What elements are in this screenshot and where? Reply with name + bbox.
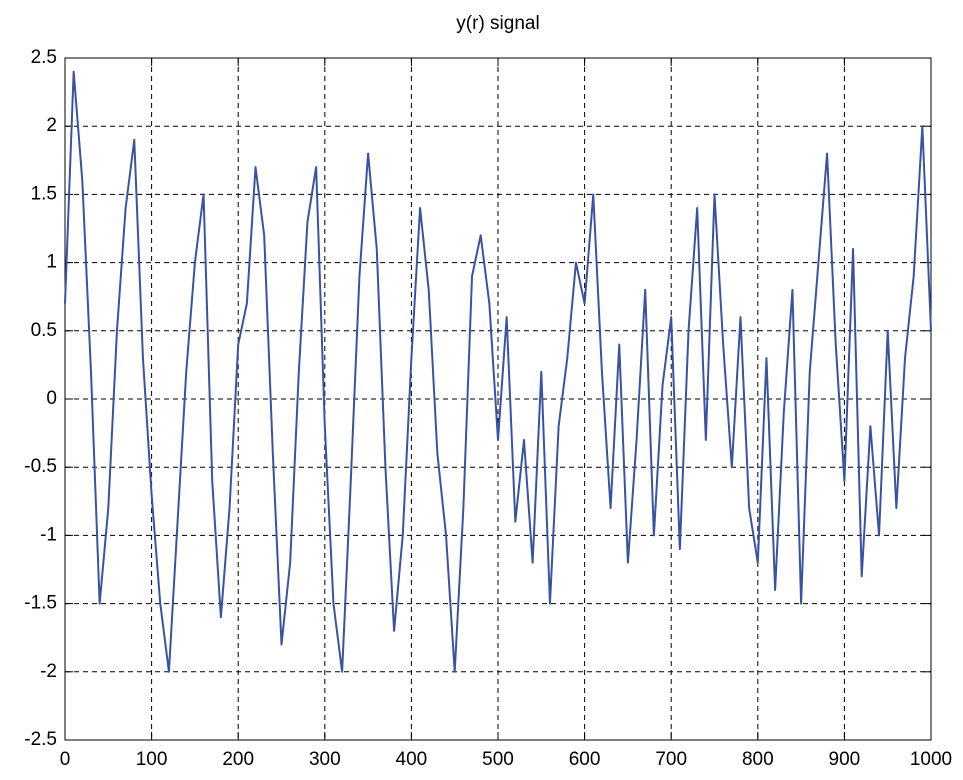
y-tick-label: 2.5: [31, 47, 57, 68]
x-tick-label: 500: [482, 749, 514, 770]
x-tick-label: 900: [829, 749, 861, 770]
y-tick-label: -1.5: [24, 593, 57, 614]
chart-title: y(r) signal: [456, 13, 539, 34]
y-tick-label: -2.5: [24, 729, 57, 750]
y-tick-label: -1: [40, 524, 57, 545]
x-tick-label: 600: [569, 749, 601, 770]
signal-line: [64, 70, 932, 673]
y-tick-label: 1.5: [31, 183, 57, 204]
y-tick-label: 1: [46, 252, 57, 273]
y-tick-label: 0.5: [31, 320, 57, 341]
x-tick-label: 100: [136, 749, 168, 770]
plot-frame: [64, 57, 932, 741]
x-tick-label: 800: [742, 749, 774, 770]
x-tick-label: 1000: [910, 749, 952, 770]
x-tick-label: 0: [60, 749, 71, 770]
y-tick-label: -2: [40, 661, 57, 682]
y-tick-label: 2: [46, 115, 57, 136]
x-tick-label: 700: [655, 749, 687, 770]
x-tick-label: 400: [396, 749, 428, 770]
y-tick-label: 0: [46, 388, 57, 409]
x-tick-label: 300: [309, 749, 341, 770]
x-tick-label: 200: [222, 749, 254, 770]
y-tick-label: -0.5: [24, 456, 57, 477]
